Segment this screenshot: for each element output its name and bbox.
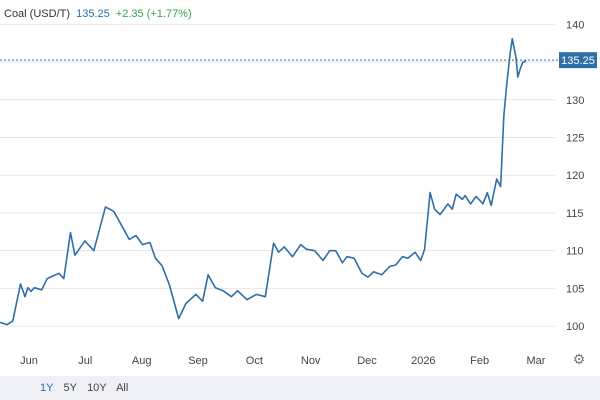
y-tick-label: 120 (566, 170, 584, 182)
y-tick-label: 130 (566, 95, 584, 107)
current-price: 135.25 (76, 8, 110, 20)
last-price-badge (559, 52, 597, 69)
range-all-button[interactable]: All (116, 382, 129, 394)
x-tick-label: Nov (301, 355, 321, 367)
range-5y-button[interactable]: 5Y (63, 382, 77, 394)
range-selector: 1Y 5Y 10Y All (40, 382, 135, 394)
series-line-group (0, 37, 527, 326)
grid (0, 23, 555, 327)
gear-icon[interactable]: ⚙ (572, 351, 586, 367)
x-tick-label: Sep (188, 355, 208, 367)
x-axis: Jun Jul Aug Sep Oct Nov Dec 2026 Feb Mar (20, 355, 546, 367)
last-price-label: 135.25 (561, 55, 595, 67)
x-tick-label: Dec (357, 355, 377, 367)
y-tick-label: 115 (566, 208, 584, 220)
x-tick-label: Jul (78, 355, 92, 367)
range-10y-button[interactable]: 10Y (87, 382, 107, 394)
series-line (0, 37, 527, 326)
chart-header: Coal (USD/T) 135.25 +2.35 (+1.77%) (4, 8, 192, 20)
x-tick-label: Mar (527, 355, 546, 367)
range-1y-button[interactable]: 1Y (40, 382, 54, 394)
x-tick-label: Feb (470, 355, 489, 367)
symbol-label: Coal (USD/T) (4, 8, 71, 20)
price-chart: 100 105 110 115 120 125 130 140 Jun Jul Aug Sep Oct… (0, 19, 597, 367)
x-tick-label: Aug (132, 355, 152, 367)
range-bar (0, 376, 600, 400)
y-axis: 100 105 110 115 120 125 130 140 (566, 19, 584, 333)
x-tick-label: 2026 (411, 355, 435, 367)
price-change: +2.35 (+1.77%) (115, 8, 192, 20)
last-price-marker: 135.25 (0, 52, 597, 69)
y-tick-label: 125 (566, 133, 584, 145)
x-tick-label: Oct (246, 355, 263, 367)
y-tick-label: 105 (566, 283, 584, 295)
y-tick-label: 110 (566, 246, 584, 258)
y-tick-label: 140 (566, 19, 584, 31)
y-tick-label: 100 (566, 321, 584, 333)
x-tick-label: Jun (20, 355, 38, 367)
